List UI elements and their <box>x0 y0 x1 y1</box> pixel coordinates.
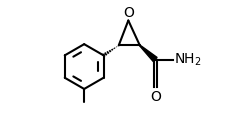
Polygon shape <box>140 45 157 62</box>
Text: O: O <box>123 6 134 20</box>
Text: O: O <box>150 90 161 104</box>
Text: NH$_2$: NH$_2$ <box>174 51 202 68</box>
